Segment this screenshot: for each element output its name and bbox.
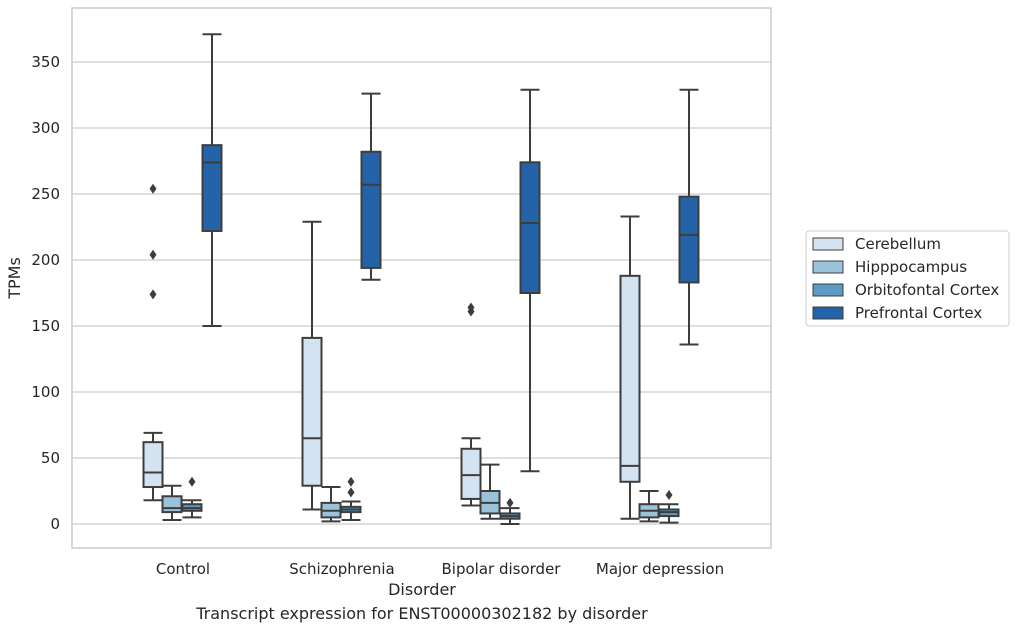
legend: Cerebellum Hipppocampus Orbitofontal Corte… bbox=[805, 230, 1010, 327]
box-prefrontal-cortex bbox=[519, 88, 541, 473]
legend-item: Hipppocampus bbox=[812, 258, 967, 276]
x-tick-label: Control bbox=[156, 560, 210, 578]
legend-frame bbox=[805, 230, 1010, 327]
box-orbitofontal-cortex bbox=[499, 497, 521, 525]
y-tick-label: 350 bbox=[31, 53, 60, 71]
box-hipppocampus bbox=[479, 463, 501, 520]
box-iqr bbox=[519, 161, 541, 294]
x-tick-label: Bipolar disorder bbox=[442, 560, 562, 578]
legend-swatch bbox=[812, 306, 844, 320]
outlier-point bbox=[188, 476, 196, 487]
y-tick-label: 200 bbox=[31, 251, 60, 269]
legend-label: Prefrontal Cortex bbox=[855, 304, 982, 322]
box-iqr bbox=[619, 274, 641, 483]
box-orbitofontal-cortex bbox=[658, 489, 680, 524]
grid-lines bbox=[72, 61, 771, 525]
box-iqr bbox=[301, 336, 323, 487]
legend-label: Hipppocampus bbox=[855, 258, 967, 276]
box-cerebellum bbox=[619, 215, 641, 520]
legend-item: Cerebellum bbox=[812, 235, 941, 253]
y-axis-label: TPMs bbox=[5, 257, 24, 300]
legend-item: Orbitofontal Cortex bbox=[812, 281, 999, 299]
y-tick-label: 300 bbox=[31, 119, 60, 137]
chart-caption: Transcript expression for ENST0000030218… bbox=[196, 604, 648, 623]
box-iqr bbox=[460, 447, 482, 500]
box-iqr bbox=[201, 144, 223, 232]
box-cerebellum bbox=[301, 220, 323, 511]
x-tick-label: Major depression bbox=[596, 560, 724, 578]
x-tick-labels: Control Schizophrenia Bipolar disorder Majo… bbox=[156, 560, 724, 578]
y-tick-label: 100 bbox=[31, 383, 60, 401]
legend-label: Cerebellum bbox=[855, 235, 941, 253]
outlier-point bbox=[347, 487, 355, 498]
legend-item: Prefrontal Cortex bbox=[812, 304, 982, 322]
legend-label: Orbitofontal Cortex bbox=[855, 281, 999, 299]
outlier-point bbox=[506, 497, 514, 508]
box-iqr bbox=[142, 441, 164, 489]
y-tick-label: 250 bbox=[31, 185, 60, 203]
box-hipppocampus bbox=[320, 486, 342, 523]
box-prefrontal-cortex bbox=[678, 88, 700, 346]
box-hipppocampus bbox=[638, 490, 660, 523]
outlier-point bbox=[665, 489, 673, 500]
box-iqr bbox=[161, 495, 183, 514]
box-plot-series bbox=[142, 33, 700, 525]
y-tick-label: 150 bbox=[31, 317, 60, 335]
box-cerebellum bbox=[142, 183, 164, 502]
plot-frame bbox=[71, 7, 772, 549]
outlier-point bbox=[149, 249, 157, 260]
outlier-point bbox=[149, 183, 157, 194]
box-prefrontal-cortex bbox=[201, 33, 223, 327]
legend-swatch bbox=[812, 283, 844, 297]
x-axis-label: Disorder bbox=[388, 580, 456, 599]
x-tick-label: Schizophrenia bbox=[289, 560, 394, 578]
box-iqr bbox=[678, 195, 700, 284]
box-hipppocampus bbox=[161, 484, 183, 522]
box-orbitofontal-cortex bbox=[340, 476, 362, 522]
outlier-point bbox=[149, 289, 157, 300]
box-cerebellum bbox=[460, 302, 482, 507]
y-tick-labels: 0 50 100 150 200 250 300 350 bbox=[31, 53, 60, 533]
box-orbitofontal-cortex bbox=[181, 476, 203, 519]
y-tick-label: 50 bbox=[41, 449, 60, 467]
outlier-point bbox=[467, 302, 475, 313]
box-iqr bbox=[360, 150, 382, 269]
box-prefrontal-cortex bbox=[360, 92, 382, 281]
legend-swatch bbox=[812, 237, 844, 251]
y-tick-label: 0 bbox=[50, 515, 60, 533]
outlier-point bbox=[347, 476, 355, 487]
legend-swatch bbox=[812, 260, 844, 274]
